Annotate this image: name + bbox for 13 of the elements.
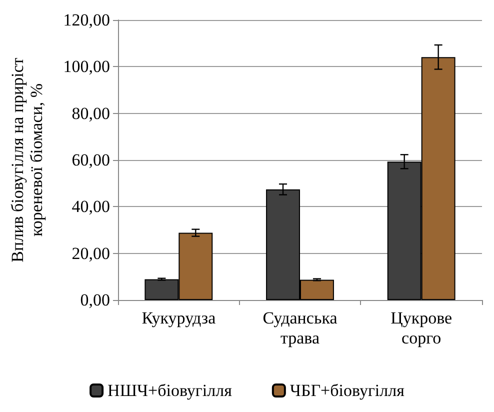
- legend-label: НШЧ+біовугілля: [108, 381, 232, 400]
- y-tick-label: 120,00: [63, 10, 110, 30]
- x-tick-label: Суданська трава: [262, 308, 338, 348]
- x-tick-label: Кукурудза: [142, 308, 216, 328]
- y-axis-title: Вплив біовугілля на приріст кореневої біомаси, %: [8, 57, 46, 262]
- y-tick-label: 80,00: [72, 104, 110, 123]
- y-tick-label: 0,00: [80, 290, 110, 310]
- y-tick-label: 40,00: [72, 197, 110, 216]
- legend-label: ЧБГ+біовугілля: [290, 381, 405, 400]
- y-tick-label: 100,00: [63, 57, 110, 76]
- y-tick-label: 60,00: [72, 150, 110, 170]
- x-tick-label: Цукрове сорго: [390, 308, 452, 348]
- y-tick-label: 20,00: [72, 244, 110, 263]
